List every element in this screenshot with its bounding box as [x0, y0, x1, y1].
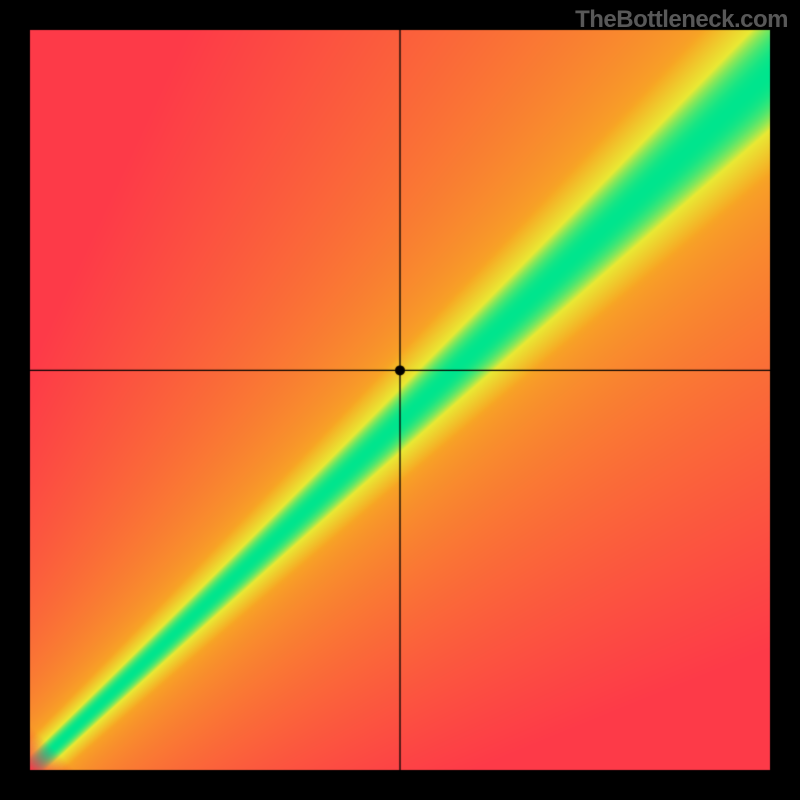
chart-container: TheBottleneck.com	[0, 0, 800, 800]
watermark-text: TheBottleneck.com	[575, 6, 788, 34]
bottleneck-heatmap	[0, 0, 800, 800]
